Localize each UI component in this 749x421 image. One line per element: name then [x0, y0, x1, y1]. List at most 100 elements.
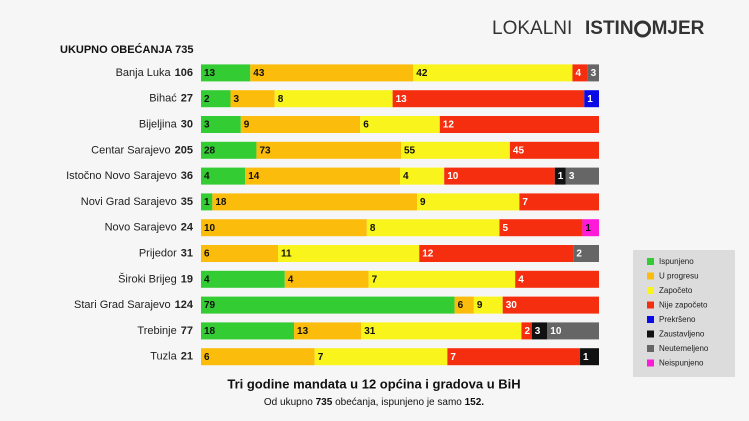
value-label: 1 — [585, 223, 591, 234]
value-label: 6 — [458, 300, 464, 311]
subtitle-part: 152. — [465, 397, 485, 408]
bar-segment — [547, 322, 599, 340]
value-label: 10 — [447, 171, 459, 182]
category-label: Banja Luka 106 — [116, 67, 193, 79]
category-total: 106 — [175, 67, 193, 79]
value-label: 7 — [450, 352, 456, 363]
bar-segment — [413, 64, 573, 82]
value-label: 6 — [204, 249, 210, 260]
bar-segment — [454, 296, 474, 314]
legend-swatch — [647, 287, 654, 294]
value-label: 45 — [513, 145, 525, 156]
legend-swatch — [647, 272, 654, 280]
value-label: 3 — [233, 94, 239, 105]
value-label: 12 — [443, 120, 455, 131]
bar-segment — [314, 348, 448, 366]
bar-segment — [201, 270, 285, 288]
category-label: Trebinje 77 — [137, 325, 193, 337]
value-label: 10 — [550, 326, 562, 337]
category-name: Novi Grad Sarajevo — [81, 196, 177, 208]
category-name: Istočno Novo Sarajevo — [66, 170, 177, 182]
bar-segment — [360, 116, 440, 133]
category-label: Istočno Novo Sarajevo 36 — [66, 170, 193, 182]
bar-segment — [294, 322, 362, 340]
legend-label: Neispunjeno — [659, 359, 704, 368]
value-label: 18 — [215, 197, 227, 208]
value-label: 2 — [576, 249, 582, 260]
category-total: 36 — [181, 170, 193, 182]
bar-segment — [573, 245, 599, 262]
bar-segment — [400, 167, 445, 185]
bar-segment — [417, 193, 520, 211]
value-label: 28 — [204, 145, 216, 156]
value-label: 2 — [524, 326, 530, 337]
value-label: 1 — [558, 171, 564, 182]
category-total: 31 — [181, 247, 193, 259]
category-total: 77 — [181, 325, 193, 337]
value-label: 30 — [506, 300, 518, 311]
bar-segment — [201, 167, 246, 185]
subtitle-part: obećanja, ispunjeno je samo — [332, 397, 464, 408]
bar-segment — [245, 167, 400, 185]
category-total: 21 — [181, 351, 193, 363]
legend-label: Zaustavljeno — [659, 330, 705, 339]
bar-segment — [201, 219, 367, 237]
bar-segment — [201, 322, 295, 340]
header: UKUPNO OBEĆANJA 735 — [60, 43, 193, 56]
bar-segment — [250, 64, 414, 82]
category-label: Centar Sarajevo 205 — [91, 144, 193, 156]
legend-label: Ispunjeno — [659, 257, 694, 266]
bar-segment — [368, 270, 516, 288]
category-name: Trebinje — [137, 325, 176, 337]
category-name: Novo Sarajevo — [105, 222, 177, 234]
title: Tri godine mandata u 12 općina i gradova… — [227, 376, 520, 391]
legend-box — [633, 250, 735, 377]
bar-segment — [565, 167, 599, 185]
bar-segment — [582, 219, 599, 237]
value-label: 12 — [422, 249, 434, 260]
legend-swatch — [647, 330, 654, 338]
value-label: 2 — [204, 94, 210, 105]
subtitle-part: 735 — [316, 397, 333, 408]
value-label: 3 — [569, 171, 575, 182]
value-label: 5 — [503, 223, 509, 234]
logo-right-start: ISTIN — [585, 18, 634, 39]
category-label: Bihać 27 — [149, 93, 193, 105]
subtitle: Od ukupno 735 obećanja, ispunjeno je sam… — [264, 397, 484, 408]
value-label: 79 — [204, 300, 216, 311]
bar-segment — [572, 64, 588, 82]
value-label: 42 — [416, 68, 428, 79]
value-label: 6 — [363, 120, 369, 131]
category-label: Bijeljina 30 — [139, 118, 193, 130]
value-label: 6 — [204, 352, 210, 363]
legend-swatch — [647, 359, 654, 367]
value-label: 55 — [404, 145, 416, 156]
category-name: Bihać — [149, 93, 177, 105]
category-total: 35 — [181, 196, 193, 208]
bar-segment — [447, 348, 581, 366]
legend-label: Neutemeljeno — [659, 344, 709, 353]
legend-label: Prekršeno — [659, 315, 696, 324]
value-label: 4 — [288, 274, 294, 285]
bar-segment — [201, 193, 213, 211]
value-label: 4 — [575, 68, 581, 79]
value-label: 43 — [253, 68, 265, 79]
category-total: 19 — [181, 273, 193, 285]
value-label: 3 — [204, 120, 210, 131]
category-label: Novi Grad Sarajevo 35 — [81, 196, 193, 208]
value-label: 73 — [259, 145, 271, 156]
logo-right-end: MJER — [652, 18, 705, 39]
bar-segment — [201, 348, 315, 366]
bar-segment — [439, 116, 599, 133]
category-total: 124 — [175, 299, 194, 311]
value-label: 3 — [591, 68, 597, 79]
value-label: 9 — [477, 300, 483, 311]
bar-segment — [361, 322, 522, 340]
value-label: 13 — [297, 326, 309, 337]
value-label: 8 — [370, 223, 376, 234]
value-label: 8 — [278, 94, 284, 105]
bar-segment — [274, 90, 393, 108]
subtitle-part: Od ukupno — [264, 397, 316, 408]
bar-segment — [580, 348, 599, 366]
